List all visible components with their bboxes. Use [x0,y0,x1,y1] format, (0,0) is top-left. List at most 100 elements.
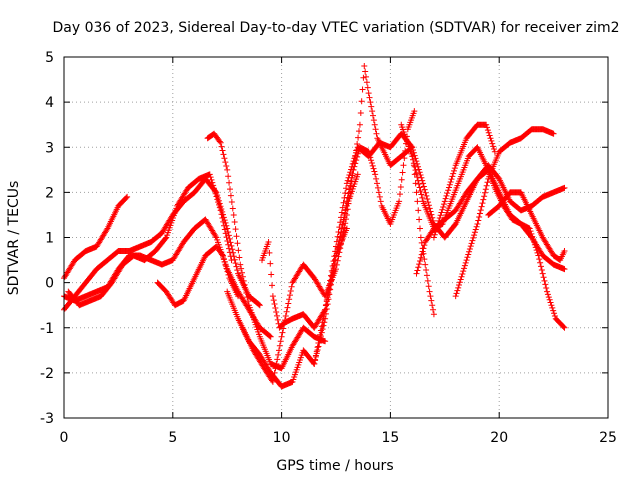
series-sat-g [224,225,350,390]
data-point [339,204,346,211]
data-point [209,179,216,186]
data-point [483,121,490,128]
data-point [336,224,343,231]
data-point [217,207,224,214]
data-point [356,128,363,135]
data-point [327,272,334,279]
data-point [212,233,219,240]
data-point [530,236,537,243]
data-point [424,277,431,284]
x-tick-label: 15 [381,430,399,446]
data-point [433,226,440,233]
data-point [412,167,419,174]
data-point [416,257,423,264]
data-point [484,127,491,134]
series-sat-d [65,171,235,309]
y-tick-label: 5 [45,50,54,66]
data-point [479,200,486,207]
data-point [320,315,327,322]
data-point [437,212,444,219]
data-point [537,263,544,270]
data-point [551,310,558,317]
data-point [365,148,372,155]
data-point [347,178,354,185]
chart-title: Day 036 of 2023, Sidereal Day-to-day VTE… [53,20,620,36]
data-point [162,235,169,242]
data-point [274,356,281,363]
data-point [220,151,227,158]
data-point [432,228,439,235]
data-point [268,271,275,278]
data-point [314,344,321,351]
data-point [338,229,345,236]
data-point [328,273,335,280]
data-point [222,159,229,166]
data-point [401,155,408,162]
data-point [547,299,554,306]
data-point [537,259,544,266]
data-point [544,291,551,298]
data-point [374,184,381,191]
data-point [466,245,473,252]
x-tick-label: 25 [599,430,617,446]
data-point [467,243,474,250]
data-point [223,265,230,272]
data-point [229,205,236,212]
data-point [235,293,242,300]
data-point [458,273,465,280]
data-point [531,241,538,248]
data-point [286,292,293,299]
data-point [333,261,340,268]
data-point [410,149,417,156]
data-point [544,288,551,295]
data-point [340,216,347,223]
data-point [366,94,373,101]
data-point [417,187,424,194]
data-point [336,249,343,256]
data-point [241,281,248,288]
data-point [475,217,482,224]
data-point [343,198,350,205]
data-point [312,352,319,359]
series-sat-m [413,144,568,331]
data-point [542,281,549,288]
data-point [543,285,550,292]
data-point [286,296,293,303]
data-point [489,140,496,147]
data-point [374,180,381,187]
data-point [427,293,434,300]
data-point [349,170,356,177]
data-point [528,230,535,237]
y-tick-label: -2 [40,366,54,382]
data-point [461,265,468,272]
data-point [221,222,228,229]
data-point [548,302,555,309]
y-axis-label: SDTVAR / TECUs [6,181,22,296]
data-point [413,170,420,177]
series-sat-n [430,121,498,241]
data-point [402,147,409,154]
data-point [409,156,416,163]
data-point [354,141,361,148]
data-point [312,356,319,363]
data-point [283,308,290,315]
data-point [313,348,320,355]
data-point [224,268,231,275]
y-tick-label: 0 [45,276,54,292]
data-point [277,338,284,345]
data-point [270,297,277,304]
data-point [531,239,538,246]
data-point [419,248,426,255]
data-point [269,293,276,300]
data-point [541,277,548,284]
data-point [367,99,374,106]
data-point [372,171,379,178]
data-point [329,262,336,269]
data-point [245,298,252,305]
data-point [453,290,460,297]
data-point [360,74,367,81]
data-point [368,160,375,167]
data-point [333,266,339,273]
data-point [485,129,492,136]
data-point [470,234,477,241]
